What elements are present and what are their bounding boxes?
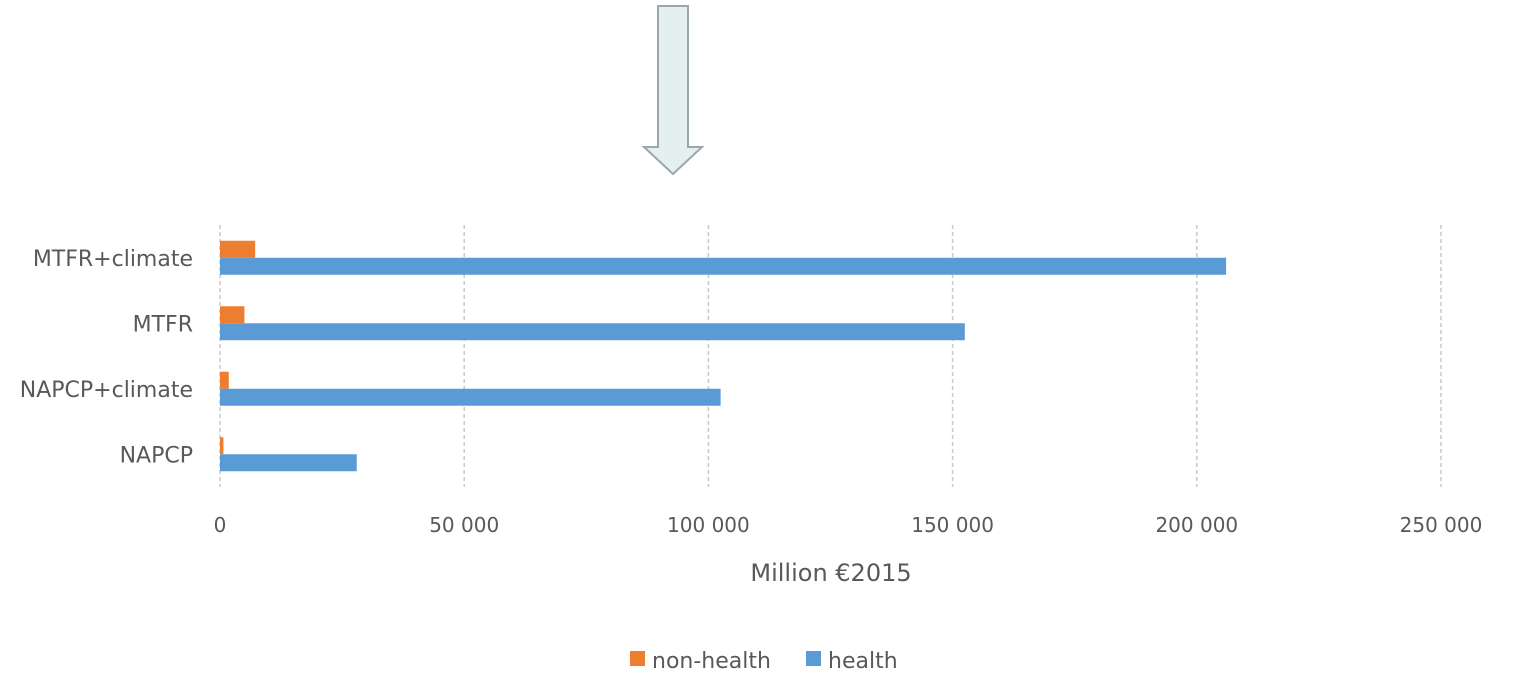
bar-health-napcp (220, 454, 357, 472)
down-arrow-icon (641, 5, 705, 176)
bar-non-health-napcp (220, 437, 224, 455)
legend-label-non-health: non-health (652, 649, 771, 674)
bar-health-mtfr (220, 323, 965, 341)
category-labels: NAPCP NAPCP+climate MTFR MTFR+climate (20, 247, 193, 469)
legend: non-health health (630, 649, 898, 674)
x-tick-label: 100 000 (667, 513, 750, 537)
x-tick-labels: 0 50 000 100 000 150 000 200 000 250 000 (214, 513, 1483, 537)
bars (220, 240, 1227, 472)
category-label: MTFR+climate (33, 247, 193, 272)
category-label: NAPCP+climate (20, 378, 193, 403)
x-tick-label: 0 (214, 513, 227, 537)
bar-non-health-napcp-climate (220, 371, 229, 389)
x-tick-label: 200 000 (1155, 513, 1238, 537)
bar-health-mtfr-climate (220, 257, 1227, 275)
category-label: NAPCP (120, 443, 193, 468)
bar-non-health-mtfr (220, 306, 245, 324)
x-tick-label: 50 000 (429, 513, 499, 537)
legend-swatch-health (806, 651, 821, 666)
x-axis-title: Million €2015 (750, 559, 911, 587)
legend-swatch-non-health (630, 651, 645, 666)
x-tick-label: 150 000 (911, 513, 994, 537)
bar-health-napcp-climate (220, 388, 721, 406)
legend-label-health: health (828, 649, 898, 674)
x-tick-label: 250 000 (1400, 513, 1483, 537)
bar-non-health-mtfr-climate (220, 240, 256, 258)
category-label: MTFR (133, 312, 193, 337)
